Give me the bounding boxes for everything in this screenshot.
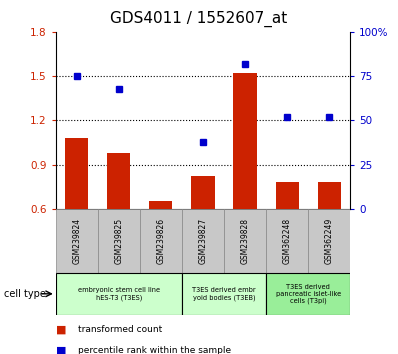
- Text: T3ES derived embr
yoid bodies (T3EB): T3ES derived embr yoid bodies (T3EB): [192, 287, 256, 301]
- Bar: [182, 209, 224, 273]
- Text: GSM239828: GSM239828: [240, 218, 250, 264]
- Bar: [56, 273, 182, 315]
- Text: GSM362248: GSM362248: [283, 218, 292, 264]
- Text: GDS4011 / 1552607_at: GDS4011 / 1552607_at: [110, 11, 288, 27]
- Bar: [182, 273, 266, 315]
- Text: ■: ■: [56, 324, 66, 334]
- Bar: [308, 209, 350, 273]
- Bar: [318, 182, 341, 209]
- Bar: [266, 273, 350, 315]
- Bar: [275, 182, 298, 209]
- Text: ■: ■: [56, 346, 66, 354]
- Bar: [234, 73, 257, 209]
- Bar: [224, 209, 266, 273]
- Bar: [98, 209, 140, 273]
- Text: GSM239825: GSM239825: [114, 218, 123, 264]
- Text: cell type: cell type: [4, 289, 46, 299]
- Bar: [107, 153, 131, 209]
- Text: GSM239824: GSM239824: [72, 218, 81, 264]
- Text: embryonic stem cell line
hES-T3 (T3ES): embryonic stem cell line hES-T3 (T3ES): [78, 287, 160, 301]
- Text: percentile rank within the sample: percentile rank within the sample: [78, 346, 231, 354]
- Bar: [266, 209, 308, 273]
- Text: GSM239826: GSM239826: [156, 218, 166, 264]
- Text: T3ES derived
pancreatic islet-like
cells (T3pi): T3ES derived pancreatic islet-like cells…: [275, 284, 341, 304]
- Bar: [56, 209, 98, 273]
- Bar: [140, 209, 182, 273]
- Bar: [191, 176, 215, 209]
- Text: GSM362249: GSM362249: [325, 218, 334, 264]
- Text: GSM239827: GSM239827: [199, 218, 207, 264]
- Bar: [65, 138, 88, 209]
- Text: transformed count: transformed count: [78, 325, 162, 334]
- Bar: [149, 201, 172, 209]
